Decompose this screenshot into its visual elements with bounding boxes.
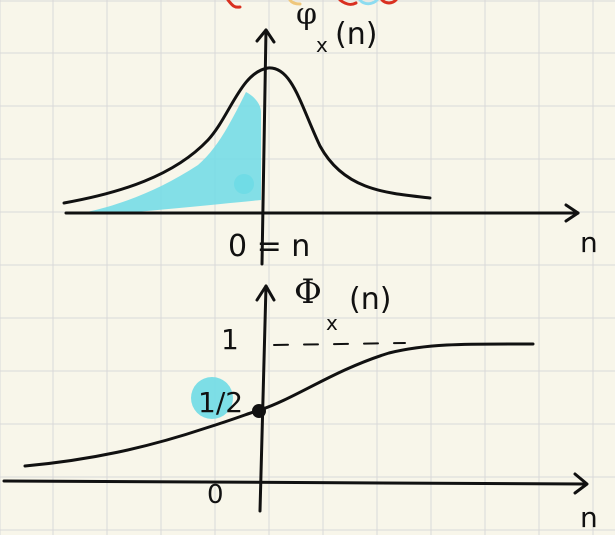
bottom-function-argument: (n)	[349, 282, 391, 317]
midpoint-highlight	[191, 377, 233, 419]
midpoint-label: 1/2	[198, 386, 243, 419]
upper-level-dashed-line	[273, 342, 406, 346]
top-density-curve	[62, 66, 432, 205]
bottom-function-subscript: x	[326, 311, 338, 335]
top-y-axis-arrow	[255, 28, 276, 44]
top-x-axis-label: n	[580, 226, 598, 259]
bottom-cdf-plot: Φ x (n) 1 1/2 0 n	[2, 272, 598, 534]
top-y-axis	[260, 28, 268, 266]
top-function-symbol: φ	[296, 0, 317, 32]
top-x-axis-arrow	[564, 203, 580, 223]
origin-label: 0	[207, 480, 224, 510]
bottom-y-axis-arrow	[255, 284, 276, 302]
top-center-label: 0 = n	[228, 229, 310, 264]
bottom-function-symbol: Φ	[294, 272, 322, 312]
top-function-subscript: x	[316, 33, 328, 57]
bottom-x-axis	[2, 479, 588, 486]
top-function-argument: (n)	[335, 17, 377, 52]
upper-level-label: 1	[221, 323, 239, 356]
shading-blob	[234, 174, 254, 194]
bottom-x-axis-arrow	[573, 472, 589, 495]
bottom-y-axis	[258, 284, 268, 513]
left-tail-shading	[87, 92, 261, 215]
top-edge-marks	[226, 0, 398, 9]
bottom-x-axis-label: n	[580, 501, 598, 534]
top-density-plot: φ x (n) n 0 = n	[62, 0, 598, 266]
